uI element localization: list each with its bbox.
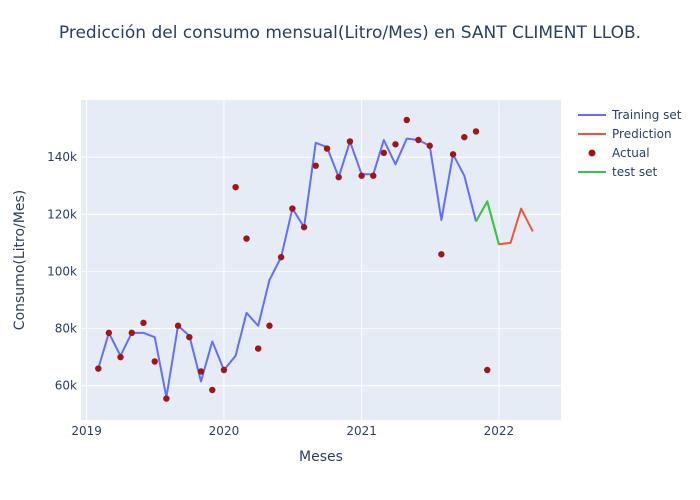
y-tick-label: 80k [55,322,77,336]
data-point-actual [232,183,239,191]
legend-item-training-set[interactable]: Training set [578,108,682,122]
data-point-actual [380,149,388,157]
legend-item-test-set[interactable]: test set [578,165,657,179]
data-point-actual [174,322,182,329]
tick-layer: 60k 80k 100k 120k 140k 2019 2020 2021 2022 [47,150,514,438]
series-line-test-set [475,200,500,245]
legend[interactable]: Training set Prediction Actual test set [578,108,682,179]
x-axis-title: Meses [299,449,343,465]
data-point-actual [323,145,331,152]
data-point-actual [163,395,170,402]
data-point-actual [358,172,365,179]
data-point-actual [254,345,262,352]
data-point-actual [300,223,308,231]
data-point-actual [289,205,296,212]
data-point-actual [95,365,102,372]
x-tick-label: 2022 [484,424,515,438]
data-point-actual [438,251,445,258]
data-point-actual [403,116,410,124]
data-point-actual [209,386,216,394]
data-point-actual [484,366,491,374]
data-point-actual [277,253,285,261]
data-point-actual [346,138,354,145]
legend-label: Training set [611,108,682,122]
x-tick-label: 2020 [209,424,240,438]
y-tick-label: 140k [47,150,77,164]
data-point-actual [151,358,158,365]
legend-label: Prediction [612,127,672,141]
data-point-actual [128,329,135,337]
data-point-actual [220,366,228,374]
legend-swatch [588,149,596,157]
data-point-actual [266,322,273,329]
series-line-training-set [97,137,477,399]
data-point-actual [186,333,193,341]
y-tick-label: 60k [55,379,77,393]
data-point-actual [335,173,342,181]
data-point-actual [243,235,250,242]
data-point-actual [117,353,124,361]
legend-item-actual[interactable]: Actual [588,146,650,160]
series-layer [95,116,534,402]
grid-layer [81,100,561,420]
y-tick-label: 100k [47,264,77,278]
data-point-actual [461,133,468,141]
data-point-actual [105,329,113,337]
data-point-actual [449,151,457,158]
chart-title: Predicción del consumo mensual(Litro/Mes… [59,23,641,43]
legend-item-prediction[interactable]: Prediction [578,127,672,141]
data-point-actual [312,162,319,169]
y-tick-label: 120k [47,207,77,221]
legend-label: test set [612,165,657,179]
x-tick-label: 2019 [71,424,102,438]
data-point-actual [370,172,377,179]
data-point-actual [392,141,399,148]
data-point-actual [197,368,205,375]
x-tick-label: 2021 [346,424,377,438]
legend-label: Actual [612,146,650,160]
data-point-actual [140,319,147,327]
data-point-actual [472,128,480,135]
data-point-actual [426,142,433,149]
data-point-actual [415,136,422,144]
y-axis-title: Consumo(Litro/Mes) [12,190,28,330]
